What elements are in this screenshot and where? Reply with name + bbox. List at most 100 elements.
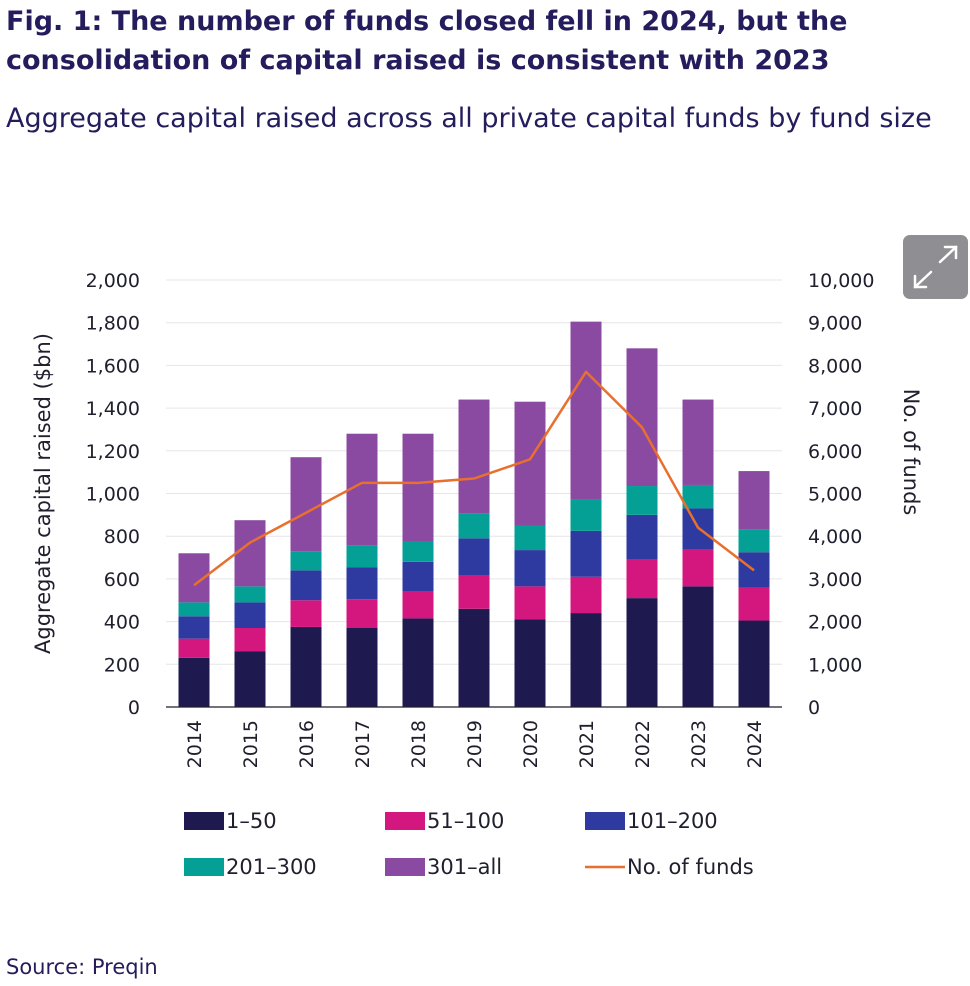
chart-title: Fig. 1: The number of funds closed fell … [6,6,848,76]
bar-segment [346,628,378,707]
x-tick-label: 2019 [464,720,486,768]
x-tick-label: 2023 [688,720,710,768]
bar-segment [570,576,602,614]
bar-segment [458,513,490,539]
y-tick-label: 800 [104,526,140,548]
bar-segment [346,567,378,600]
legend-swatch [184,812,224,830]
y-tick-label: 1,200 [86,441,140,463]
y2-tick-label: 10,000 [808,270,874,292]
legend-label: 301–all [427,855,502,879]
x-tick-label: 2020 [520,720,542,768]
bar-segment [234,651,266,707]
x-tick-label: 2015 [240,720,262,768]
legend-label: No. of funds [627,855,754,879]
bar-segment [346,433,378,546]
bar-segment [402,561,434,592]
bar-segment [178,616,210,639]
bar-segment [514,619,546,707]
bar-segment [290,570,322,601]
bar-segment [570,499,602,531]
bar-segment [738,620,770,707]
y2-tick-label: 6,000 [808,441,862,463]
y-tick-label: 1,600 [86,355,140,377]
x-tick-label: 2014 [184,720,206,768]
y2-tick-label: 5,000 [808,484,862,506]
source-note: Source: Preqin [6,955,158,979]
legend: 1–50 51–100 101–200 201–300 301–all No. of fu… [184,809,754,879]
x-tick-label: 2017 [352,720,374,768]
bar-segment [626,598,658,707]
y-tick-label: 1,000 [86,484,140,506]
legend-label: 1–50 [226,809,277,833]
x-tick-label: 2022 [632,720,654,768]
y2-axis-title: No. of funds [899,389,923,516]
bar-segment [402,433,434,542]
bar-segment [738,471,770,530]
expand-arrows-icon [913,245,958,289]
legend-swatch [385,858,425,876]
y2-tick-label: 1,000 [808,654,862,676]
bar-segment [570,321,602,500]
bar-segment [346,599,378,629]
bar-segment [514,586,546,620]
y-tick-label: 0 [128,697,140,719]
bar-segment [738,529,770,553]
legend-swatch [385,812,425,830]
legend-swatch [585,812,625,830]
bar-segment [682,586,714,707]
bar-segment [626,559,658,599]
y-tick-label: 1,400 [86,398,140,420]
y2-tick-label: 7,000 [808,398,862,420]
bar-segment [682,484,714,509]
legend-swatch [184,858,224,876]
y-tick-label: 2,000 [86,270,140,292]
bar-segment [682,549,714,587]
axes: 0 200 400 600 800 1,000 1,200 1,400 1,600 1,800 2,… [31,270,923,768]
x-tick-label: 2021 [576,720,598,768]
y-axis-title: Aggregate capital raised ($bn) [31,333,55,654]
legend-label: 101–200 [627,809,718,833]
bar-segment [178,657,210,707]
y2-tick-label: 4,000 [808,526,862,548]
bar-segment [290,457,322,552]
bar-segment [234,586,266,603]
bar-segment [290,600,322,627]
legend-label: 51–100 [427,809,504,833]
bar-segment [290,551,322,571]
bar-segment [458,399,490,514]
bar-segment [234,628,266,652]
bar-segment [402,591,434,619]
y-tick-label: 1,800 [86,313,140,335]
y-tick-label: 400 [104,612,140,634]
bar-segment [402,541,434,562]
bar-segment [738,587,770,621]
bar-segment [570,530,602,577]
bar-segment [290,626,322,707]
y-tick-label: 200 [104,654,140,676]
y2-tick-label: 8,000 [808,355,862,377]
funds-line [193,370,755,587]
y2-tick-label: 9,000 [808,313,862,335]
bar-segment [626,486,658,515]
bar-segment [458,608,490,707]
x-tick-label: 2018 [408,720,430,768]
bar-segment [346,545,378,568]
bar-segment [570,613,602,707]
legend-label: 201–300 [226,855,317,879]
bar-segment [514,550,546,587]
bar-segment [514,525,546,551]
bar-segment [178,602,210,617]
chart-subtitle: Aggregate capital raised across all priv… [6,103,932,134]
expand-button[interactable] [903,235,968,299]
y2-tick-label: 3,000 [808,569,862,591]
y2-tick-label: 2,000 [808,612,862,634]
bar-segment [178,638,210,658]
bar-segment [458,538,490,576]
bar-segment [234,520,266,587]
bar-segment [626,514,658,560]
bar-segment [402,618,434,707]
bar-segment [682,399,714,485]
bars [178,321,770,707]
bar-segment [458,575,490,609]
